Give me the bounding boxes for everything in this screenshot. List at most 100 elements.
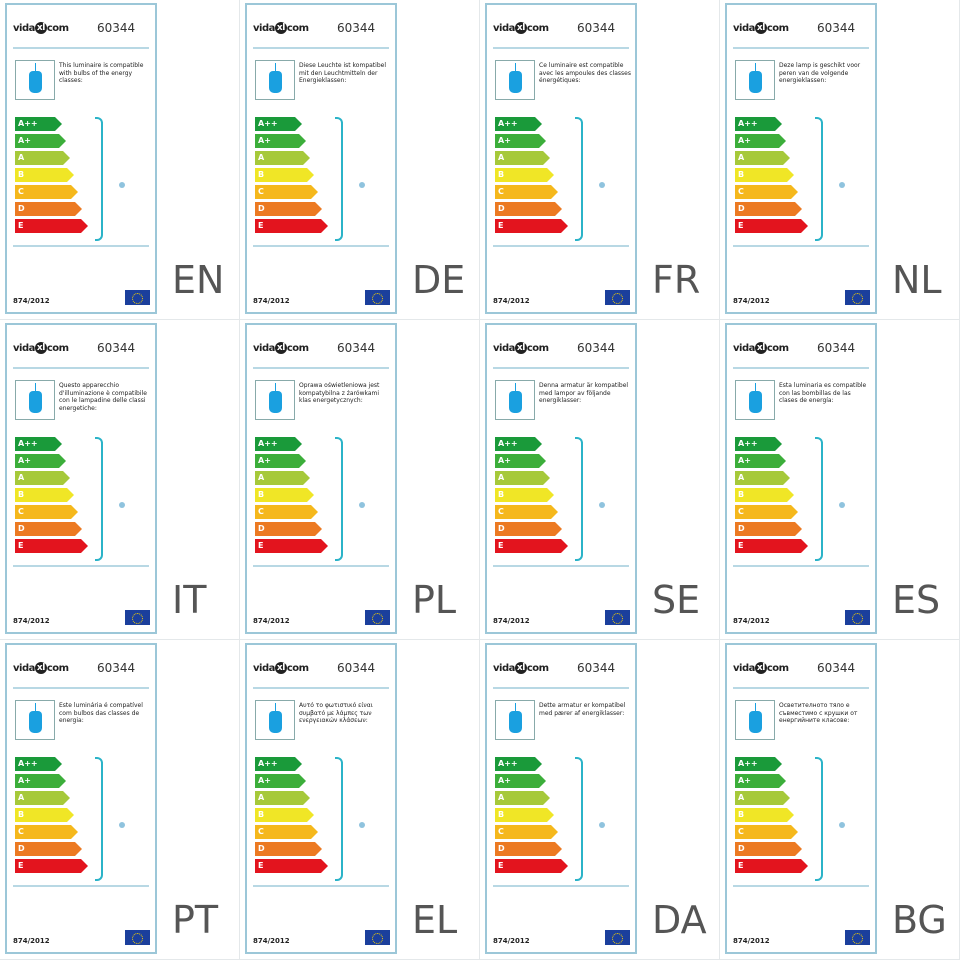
energy-class-bar: C (255, 185, 318, 199)
divider (253, 367, 389, 369)
divider (13, 885, 149, 887)
divider (13, 565, 149, 567)
energy-class-bar: B (255, 488, 314, 502)
compatibility-text: Este luminária é compatível com bulbos d… (59, 702, 143, 724)
bracket-icon (575, 757, 583, 881)
energy-class-bar: C (735, 505, 798, 519)
pendant-bulb-icon (15, 700, 55, 740)
energy-class-bar: D (15, 202, 82, 216)
energy-class-bar: C (495, 505, 558, 519)
energy-class-bar: A++ (735, 437, 782, 451)
energy-class-bar: A++ (495, 117, 542, 131)
divider (13, 245, 149, 247)
energy-class-bar: E (255, 219, 328, 233)
divider (493, 885, 629, 887)
divider (13, 47, 149, 49)
energy-label: vida xl com 60344 Esta luminaria es compat… (725, 323, 877, 634)
energy-class-bar: E (495, 539, 568, 553)
energy-class-bar: A+ (15, 774, 66, 788)
energy-label: vida xl com 60344 Осветителното тяло е съв… (725, 643, 877, 954)
energy-label: vida xl com 60344 Questo apparecchio d'ill… (5, 323, 157, 634)
energy-class-bar: E (255, 859, 328, 873)
compatibility-text: Oprawa oświetleniowa jest kompatybilna z… (299, 382, 380, 404)
energy-class-bar: A++ (735, 117, 782, 131)
pendant-bulb-icon (15, 380, 55, 420)
energy-class-bar: A (735, 791, 790, 805)
divider (253, 565, 389, 567)
energy-class-bar: D (495, 202, 562, 216)
energy-class-bar: A+ (495, 774, 546, 788)
compatibility-text: Esta luminaria es compatible con las bom… (779, 382, 867, 404)
divider (253, 47, 389, 49)
language-code: SE (652, 578, 701, 622)
language-code: DA (652, 898, 707, 942)
label-cell-pl: vida xl com 60344 Oprawa oświetleniowa jes… (240, 320, 480, 640)
energy-class-bar: D (735, 522, 802, 536)
energy-class-bar: A++ (15, 757, 62, 771)
energy-class-bar: A (735, 151, 790, 165)
energy-class-bar: D (255, 522, 322, 536)
pendant-bulb-icon (735, 380, 775, 420)
divider (253, 885, 389, 887)
energy-class-bar: A (15, 471, 70, 485)
brand-logo: vida xl com (733, 22, 789, 34)
bulb-mark-icon (359, 822, 365, 828)
energy-class-bar: A+ (495, 134, 546, 148)
compatibility-text: Diese Leuchte ist kompatibel mit den Leu… (299, 62, 386, 84)
eu-flag-icon (125, 610, 150, 625)
label-cell-fr: vida xl com 60344 Ce luminaire est compati… (480, 0, 720, 320)
energy-class-bar: E (15, 859, 88, 873)
eu-flag-icon (125, 290, 150, 305)
product-id: 60344 (97, 341, 136, 355)
energy-class-bar: A+ (255, 774, 306, 788)
divider (493, 367, 629, 369)
energy-class-bar: E (495, 219, 568, 233)
energy-class-bar: C (735, 825, 798, 839)
bracket-icon (575, 117, 583, 241)
energy-class-bar: D (255, 842, 322, 856)
energy-class-bar: A+ (15, 134, 66, 148)
divider (733, 47, 869, 49)
energy-class-bar: A+ (255, 134, 306, 148)
energy-class-bar: B (15, 808, 74, 822)
energy-class-bar: A++ (15, 437, 62, 451)
brand-logo: vida xl com (493, 662, 549, 674)
brand-logo: vida xl com (253, 22, 309, 34)
brand-logo: vida xl com (13, 22, 69, 34)
pendant-bulb-icon (255, 60, 295, 100)
product-id: 60344 (817, 341, 856, 355)
energy-class-bar: A (15, 791, 70, 805)
bracket-icon (335, 117, 343, 241)
energy-class-bar: B (15, 168, 74, 182)
compatibility-text: This luminaire is compatible with bulbs … (59, 62, 144, 84)
energy-class-bar: E (255, 539, 328, 553)
bulb-mark-icon (839, 182, 845, 188)
eu-flag-icon (605, 290, 630, 305)
energy-class-bar: A (255, 471, 310, 485)
energy-class-bar: B (255, 168, 314, 182)
product-id: 60344 (817, 21, 856, 35)
bulb-mark-icon (119, 502, 125, 508)
bulb-mark-icon (599, 182, 605, 188)
pendant-bulb-icon (255, 700, 295, 740)
language-code: PT (172, 898, 219, 942)
label-cell-da: vida xl com 60344 Dette armatur er kompati… (480, 640, 720, 960)
brand-logo: vida xl com (13, 342, 69, 354)
energy-class-bar: D (735, 202, 802, 216)
pendant-bulb-icon (495, 700, 535, 740)
brand-logo: vida xl com (493, 22, 549, 34)
product-id: 60344 (337, 661, 376, 675)
energy-class-bar: A+ (495, 454, 546, 468)
divider (733, 687, 869, 689)
regulation-number: 874/2012 (13, 937, 50, 945)
energy-class-bar: C (15, 185, 78, 199)
energy-class-bar: B (495, 168, 554, 182)
divider (493, 565, 629, 567)
energy-label: vida xl com 60344 Αυτό το φωτιστικό είναι … (245, 643, 397, 954)
energy-class-bar: A+ (15, 454, 66, 468)
energy-class-bar: D (15, 522, 82, 536)
energy-class-bar: C (15, 825, 78, 839)
regulation-number: 874/2012 (733, 937, 770, 945)
energy-class-bar: A (735, 471, 790, 485)
energy-class-bar: A (15, 151, 70, 165)
